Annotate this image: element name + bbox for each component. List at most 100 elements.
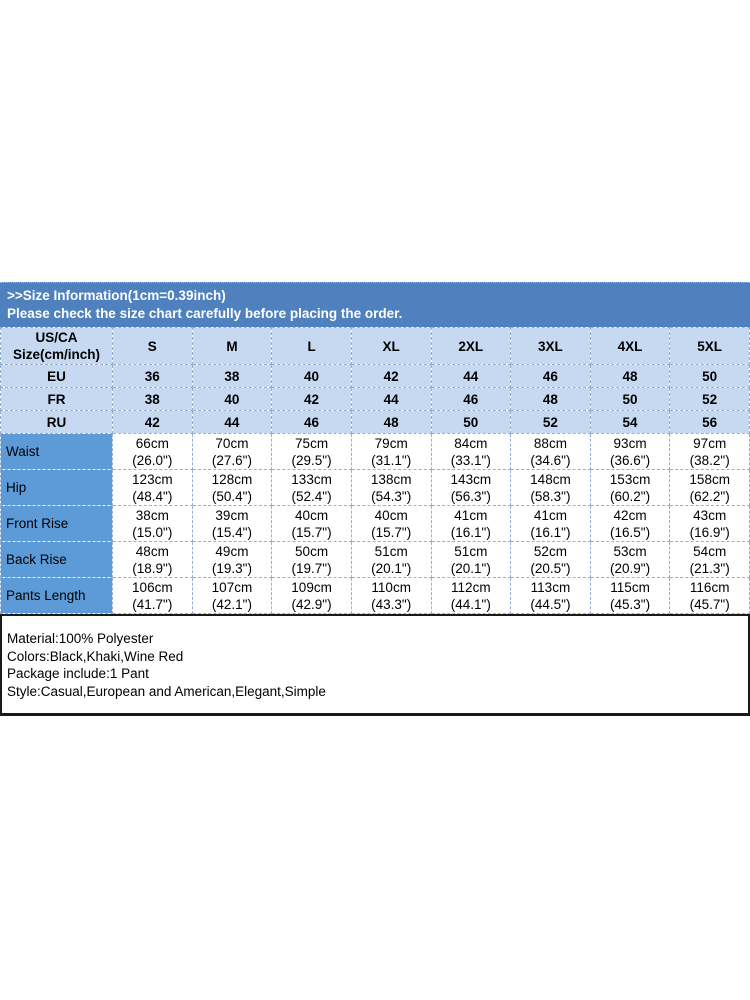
measurement-row-label: Hip (0, 469, 113, 506)
measurement-inch: (48.4") (132, 488, 173, 504)
region-size-cell: 40 (191, 387, 273, 411)
measurement-row-front-rise: Front Rise 38cm (15.0") 39cm (15.4") 40cm(… (0, 505, 750, 542)
measurement-inch: (62.2") (689, 488, 730, 504)
measurement-inch: (16.5") (610, 524, 651, 540)
measurement-cell: 143cm (56.3") (430, 469, 512, 506)
measurement-inch: (41.7") (132, 596, 173, 612)
region-size-cell: 44 (430, 364, 512, 388)
region-size-cell: 48 (350, 410, 432, 434)
measurement-cm: 88cm (533, 435, 567, 451)
measurement-cell: 109cm (42.9") (271, 577, 352, 614)
measurement-cm: 116cm (689, 579, 730, 595)
measurement-inch: (54.3") (371, 488, 412, 504)
size-column-header-2xl: 2XL (430, 327, 512, 365)
measurement-inch: (34.6") (530, 452, 571, 468)
measurement-cm: 41cm (454, 507, 488, 523)
measurement-cm: 106cm (132, 579, 173, 595)
measurement-cell: 75cm (29.5") (271, 433, 352, 470)
region-size-cell: 46 (510, 364, 591, 388)
banner-title: >>Size Information(1cm=0.39inch) (7, 288, 226, 303)
spec-line-colors: Colors:Black,Khaki,Wine Red (7, 648, 184, 664)
measurement-cell: 52cm (20.5") (510, 541, 591, 578)
region-size-cell: 52 (669, 387, 750, 411)
measurement-cm: 84cm (454, 435, 488, 451)
corner-label-line2: Size(cm/inch) (12, 347, 101, 362)
measurement-inch: (26.0") (132, 452, 173, 468)
measurement-cell: 51cm (20.1") (430, 541, 512, 578)
measurement-cell: 128cm (50.4") (191, 469, 273, 506)
region-row-ru: RU 42 44 46 48 50 52 54 56 (0, 410, 750, 434)
size-column-header-l: L (271, 327, 352, 365)
measurement-inch: (16.1") (450, 524, 491, 540)
measurement-cell: 138cm (54.3") (350, 469, 432, 506)
measurement-inch: (44.1") (450, 596, 491, 612)
measurement-inch: (20.9") (610, 560, 651, 576)
measurement-cell: 97cm (38.2") (669, 433, 750, 470)
measurement-cm: 75cm (295, 435, 329, 451)
region-size-cell: 46 (271, 410, 352, 434)
measurement-inch: (16.1") (530, 524, 571, 540)
measurement-cm: 93cm (613, 435, 647, 451)
measurement-cell: 148cm (58.3") (510, 469, 591, 506)
size-chart-table: US/CA Size(cm/inch) S M L XL 2XL 3XL 4XL… (0, 327, 750, 614)
measurement-cm: 123cm (132, 471, 173, 487)
measurement-cell: 66cm (26.0") (112, 433, 193, 470)
measurement-cm: 43cm (693, 507, 727, 523)
measurement-row-label: Pants Length (0, 577, 113, 614)
measurement-cell: 54cm (21.3") (669, 541, 750, 578)
measurement-cm: 40cm (374, 507, 408, 523)
measurement-inch: (15.7") (291, 524, 332, 540)
region-size-cell: 36 (112, 364, 193, 388)
measurement-cell: 40cm (15.7") (271, 505, 352, 542)
region-row-label: RU (0, 410, 113, 434)
measurement-inch: (15.4") (211, 524, 252, 540)
measurement-cm: 70cm (215, 435, 249, 451)
size-column-header-4xl: 4XL (589, 327, 671, 365)
region-size-cell: 38 (112, 387, 193, 411)
region-size-cell: 42 (350, 364, 432, 388)
region-size-cell: 50 (669, 364, 750, 388)
measurement-cell: 39cm (15.4") (191, 505, 273, 542)
measurement-cell: 84cm (33.1") (430, 433, 512, 470)
region-size-cell: 46 (430, 387, 512, 411)
measurement-cm: 40cm (295, 507, 329, 523)
measurement-inch: (20.1") (371, 560, 412, 576)
measurement-cell: 116cm (45.7") (669, 577, 750, 614)
measurement-cell: 53cm (20.9") (589, 541, 671, 578)
measurement-inch: (20.5") (530, 560, 571, 576)
measurement-cell: 42cm (16.5") (589, 505, 671, 542)
measurement-cm: 112cm (451, 579, 491, 595)
measurement-cm: 148cm (530, 471, 571, 487)
measurement-cell: 51cm (20.1") (350, 541, 432, 578)
measurement-cell: 93cm (36.6") (589, 433, 671, 470)
measurement-cell: 70cm (27.6") (191, 433, 273, 470)
measurement-cm: 39cm (215, 507, 249, 523)
size-information-section: >>Size Information(1cm=0.39inch) Please … (0, 282, 750, 716)
measurement-cm: 109cm (291, 579, 332, 595)
region-size-cell: 48 (589, 364, 671, 388)
measurement-cell: 113cm (44.5") (510, 577, 591, 614)
region-size-cell: 52 (510, 410, 591, 434)
measurement-cm: 113cm (530, 579, 571, 595)
measurement-inch: (60.2") (610, 488, 651, 504)
size-header-row: US/CA Size(cm/inch) S M L XL 2XL 3XL 4XL… (0, 327, 750, 365)
measurement-cm: 115cm (610, 579, 650, 595)
measurement-cell: 43cm (16.9") (669, 505, 750, 542)
size-column-header-m: M (191, 327, 273, 365)
measurement-cm: 158cm (689, 471, 730, 487)
measurement-inch: (16.9") (689, 524, 730, 540)
measurement-cell: 115cm (45.3") (589, 577, 671, 614)
measurement-inch: (38.2") (689, 452, 730, 468)
measurement-inch: (31.1") (371, 452, 412, 468)
region-size-cell: 48 (510, 387, 591, 411)
measurement-cm: 153cm (609, 471, 651, 487)
measurement-cell: 41cm (16.1") (430, 505, 512, 542)
measurement-cm: 66cm (135, 435, 169, 451)
region-row-label: FR (0, 387, 113, 411)
measurement-cell: 153cm (60.2") (589, 469, 671, 506)
measurement-cell: 88cm (34.6") (510, 433, 591, 470)
measurement-cell: 112cm (44.1") (430, 577, 512, 614)
measurement-inch: (45.3") (610, 596, 651, 612)
measurement-inch: (45.7") (689, 596, 730, 612)
measurement-cell: 79cm (31.1") (350, 433, 432, 470)
